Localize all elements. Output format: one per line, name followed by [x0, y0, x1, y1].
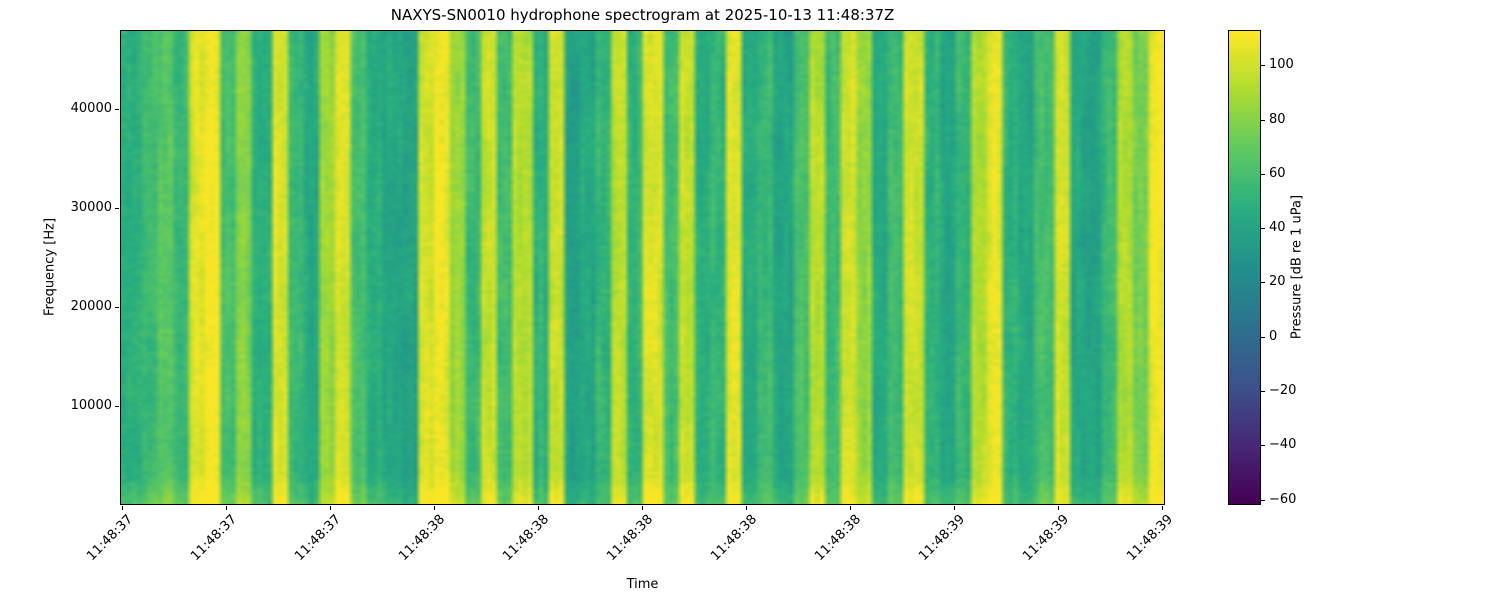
colorbar-tick-mark: [1261, 499, 1265, 501]
colorbar-tick-label: −20: [1269, 383, 1297, 398]
colorbar-tick-mark: [1261, 119, 1265, 121]
colorbar-tick-mark: [1261, 391, 1265, 392]
y-tick-mark: [115, 109, 119, 111]
y-tick-mark: [115, 406, 119, 408]
x-tick-label: 11:48:38: [603, 512, 656, 564]
y-tick-label: 40000: [70, 101, 112, 117]
colorbar-tick-label: 80: [1269, 111, 1286, 127]
x-axis-label: Time: [626, 577, 659, 592]
x-tick-label: 11:48:39: [1019, 512, 1072, 564]
colorbar-tick-mark: [1261, 65, 1265, 67]
x-tick-mark: [122, 506, 123, 510]
x-tick-label: 11:48:38: [811, 512, 864, 564]
colorbar-tick-mark: [1261, 173, 1265, 175]
x-tick-label: 11:48:38: [499, 512, 552, 564]
colorbar: [1228, 30, 1261, 505]
colorbar-gradient: [1229, 31, 1260, 504]
x-tick-mark: [538, 506, 539, 510]
x-tick-mark: [746, 506, 747, 510]
x-tick-label: 11:48:37: [187, 512, 240, 564]
y-axis-label: Frequency [Hz]: [42, 217, 58, 317]
x-tick-label: 11:48:38: [395, 512, 448, 564]
plot-area: [120, 30, 1165, 505]
colorbar-tick-label: 100: [1269, 57, 1294, 73]
x-tick-label: 11:48:37: [83, 512, 136, 564]
colorbar-tick-label: −40: [1269, 437, 1297, 453]
y-tick-mark: [115, 307, 119, 309]
y-tick-label: 30000: [70, 200, 112, 216]
y-tick-label: 10000: [70, 398, 112, 414]
colorbar-label: Pressure [dB re 1 uPa]: [1289, 194, 1305, 340]
x-tick-label: 11:48:37: [291, 512, 344, 564]
y-tick-mark: [115, 208, 119, 210]
colorbar-tick-label: 60: [1269, 165, 1286, 181]
colorbar-tick-label: −60: [1269, 491, 1297, 507]
x-tick-mark: [850, 506, 851, 510]
colorbar-tick-label: 20: [1269, 274, 1286, 290]
x-tick-mark: [330, 506, 331, 510]
chart-title: NAXYS-SN0010 hydrophone spectrogram at 2…: [390, 6, 895, 24]
colorbar-tick-label: 0: [1269, 328, 1278, 344]
spectrogram-heatmap: [121, 31, 1164, 504]
colorbar-tick-mark: [1261, 282, 1265, 284]
x-tick-mark: [1162, 506, 1163, 510]
x-tick-mark: [1058, 506, 1059, 510]
colorbar-tick-mark: [1261, 228, 1265, 230]
x-tick-label: 11:48:39: [1123, 512, 1176, 564]
x-tick-mark: [642, 506, 643, 510]
colorbar-tick-label: 40: [1269, 220, 1286, 236]
y-tick-label: 20000: [70, 299, 112, 315]
x-tick-mark: [954, 506, 955, 510]
colorbar-tick-mark: [1261, 445, 1265, 447]
x-tick-label: 11:48:38: [707, 512, 760, 564]
x-tick-label: 11:48:39: [915, 512, 968, 564]
colorbar-tick-mark: [1261, 336, 1265, 338]
x-tick-mark: [434, 506, 435, 510]
x-tick-mark: [226, 506, 227, 510]
